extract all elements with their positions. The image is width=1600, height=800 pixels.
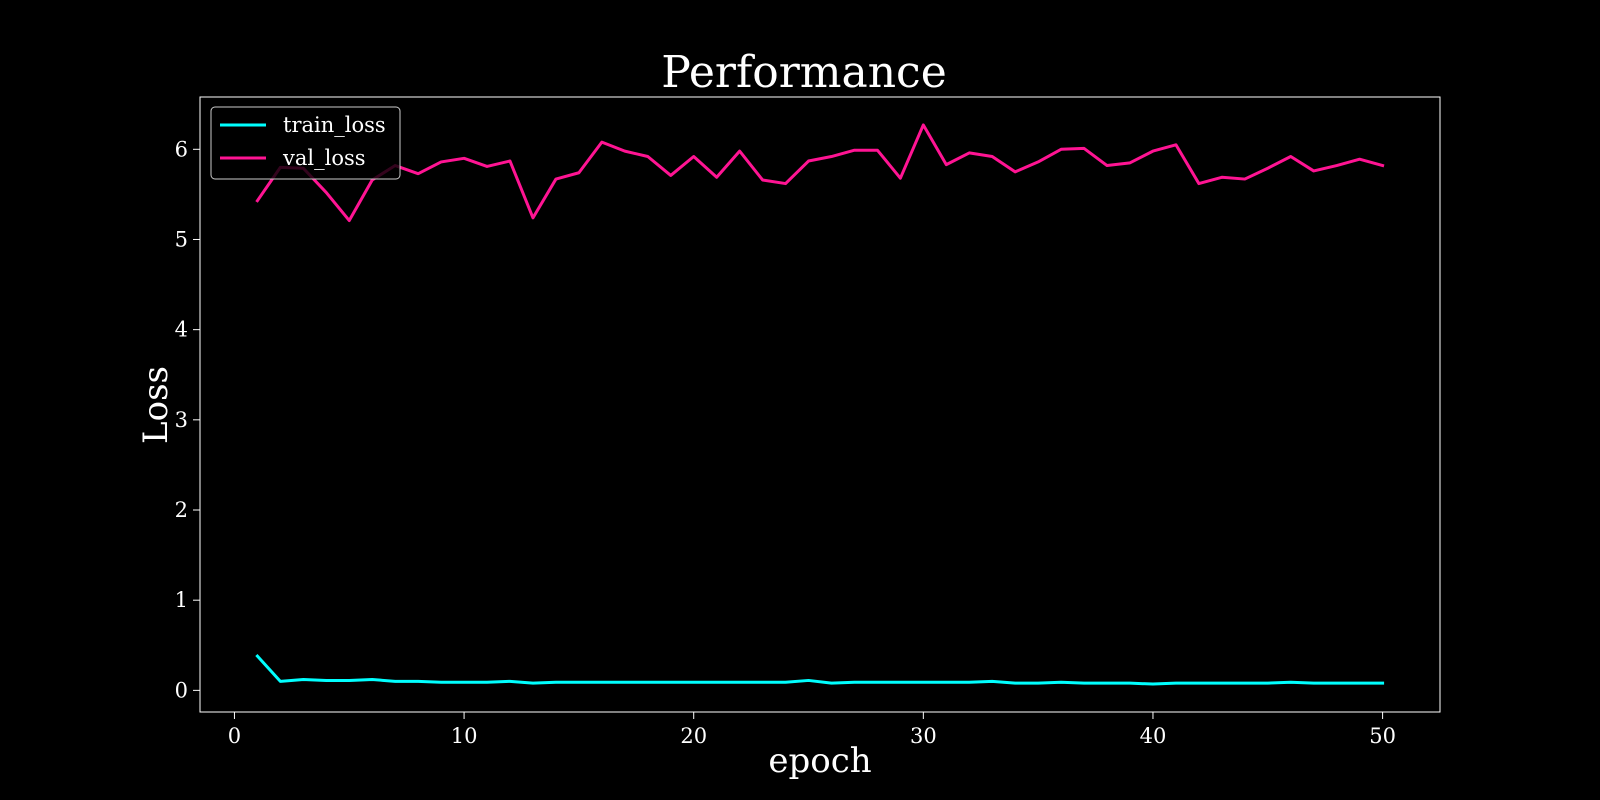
x-tick-label: 30 <box>910 724 937 748</box>
axis-ticks: 0 10 20 30 40 50 0 1 2 3 4 5 6 <box>175 137 1396 748</box>
x-tick-label: 50 <box>1369 724 1396 748</box>
legend-label-val-loss: val_loss <box>282 146 366 170</box>
legend: train_loss val_loss <box>210 106 401 180</box>
x-tick-label: 10 <box>451 724 478 748</box>
axes-frame <box>199 96 1441 713</box>
legend-label-train-loss: train_loss <box>283 113 386 137</box>
y-tick-label: 2 <box>175 498 188 522</box>
y-tick-label: 0 <box>175 678 188 702</box>
y-tick-label: 6 <box>175 137 188 161</box>
y-tick-label: 1 <box>175 588 188 612</box>
x-axis-label: epoch <box>768 741 871 781</box>
y-tick-label: 3 <box>175 408 188 432</box>
x-tick-label: 40 <box>1140 724 1167 748</box>
plot-area <box>255 123 1385 686</box>
x-tick-label: 0 <box>228 724 241 748</box>
series-line-train-loss <box>255 653 1385 686</box>
chart-title: Performance <box>661 47 946 98</box>
y-tick-label: 5 <box>175 227 188 251</box>
y-tick-label: 4 <box>175 318 188 342</box>
x-tick-label: 20 <box>680 724 707 748</box>
series-line-val-loss <box>255 123 1385 223</box>
y-axis-label: Loss <box>136 366 176 444</box>
